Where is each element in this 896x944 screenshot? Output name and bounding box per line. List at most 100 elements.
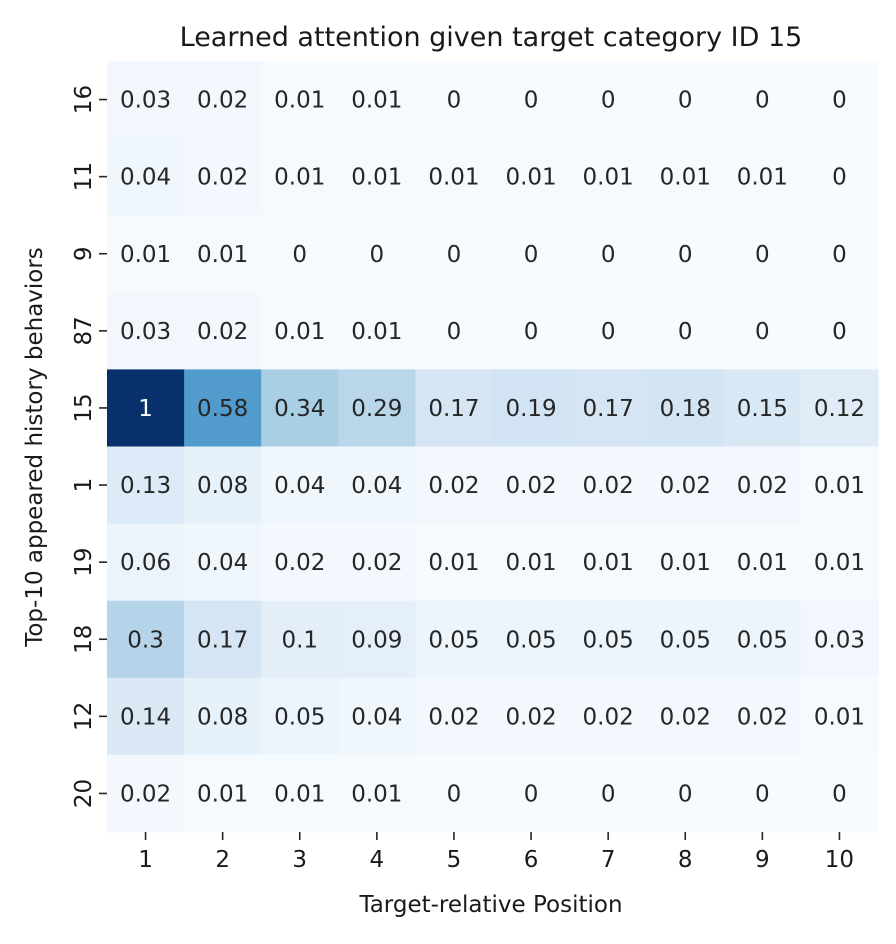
heatmap-cell-r5-c1 — [184, 446, 262, 525]
y-tick-label-9: 9 — [71, 246, 97, 261]
cell-value-label-r0-c8: 0 — [755, 88, 770, 114]
cell-value-label-r6-c8: 0.01 — [737, 550, 788, 576]
cell-value-label-r9-c1: 0.01 — [197, 781, 248, 807]
heatmap-cell-r1-c4 — [415, 138, 494, 216]
cell-value-label-r9-c4: 0 — [447, 781, 462, 807]
cell-value-label-r0-c5: 0 — [524, 88, 539, 114]
heatmap-cell-r2-c7 — [646, 215, 725, 293]
heatmap-cell-r3-c6 — [569, 292, 648, 370]
heatmap-cell-r9-c6 — [569, 754, 648, 833]
heatmap-cell-r7-c3 — [338, 600, 416, 679]
cell-value-label-r7-c6: 0.05 — [583, 627, 634, 653]
cell-value-label-r5-c9: 0.01 — [814, 473, 865, 499]
heatmap-cell-r5-c8 — [723, 446, 802, 525]
x-tick-label-10: 10 — [825, 847, 854, 873]
cell-value-label-r1-c6: 0.01 — [583, 165, 634, 191]
cell-value-label-r6-c0: 0.06 — [120, 550, 171, 576]
heatmap-cell-r9-c7 — [646, 754, 725, 833]
cell-value-label-r1-c5: 0.01 — [505, 165, 556, 191]
cell-value-label-r8-c5: 0.02 — [505, 704, 556, 730]
heatmap-cell-r0-c9 — [800, 61, 879, 139]
heatmap-cell-r5-c3 — [338, 446, 416, 525]
y-tick-label-19: 19 — [71, 548, 97, 577]
heatmap-cell-r8-c6 — [569, 677, 648, 756]
heatmap-cell-r1-c9 — [800, 138, 879, 216]
x-tick-label-8: 8 — [678, 847, 693, 873]
cell-value-label-r9-c3: 0.01 — [351, 781, 402, 807]
cell-value-label-r4-c2: 0.34 — [274, 396, 325, 422]
heatmap-cell-r1-c8 — [723, 138, 802, 216]
heatmap-cell-r1-c1 — [184, 138, 262, 216]
cell-value-label-r6-c4: 0.01 — [428, 550, 479, 576]
cell-value-label-r0-c2: 0.01 — [274, 88, 325, 114]
cell-value-label-r7-c5: 0.05 — [505, 627, 556, 653]
heatmap-cell-r9-c8 — [723, 754, 802, 833]
cell-value-label-r8-c7: 0.02 — [660, 704, 711, 730]
heatmap-cell-r4-c5 — [492, 369, 571, 448]
cell-value-label-r7-c9: 0.03 — [814, 627, 865, 653]
heatmap-cell-r3-c9 — [800, 292, 879, 370]
cell-value-label-r1-c0: 0.04 — [120, 165, 171, 191]
heatmap-cell-r8-c0 — [107, 677, 185, 756]
cell-value-label-r4-c6: 0.17 — [583, 396, 634, 422]
heatmap-cell-r4-c8 — [723, 369, 802, 448]
cell-value-label-r1-c9: 0 — [832, 165, 847, 191]
heatmap-cell-r9-c0 — [107, 754, 185, 833]
cell-value-label-r5-c5: 0.02 — [505, 473, 556, 499]
heatmap-cell-r0-c0 — [107, 61, 185, 139]
heatmap-cell-r6-c3 — [338, 523, 416, 602]
heatmap-cell-r2-c1 — [184, 215, 262, 293]
cell-value-label-r9-c5: 0 — [524, 781, 539, 807]
heatmap-cell-r3-c5 — [492, 292, 571, 370]
cell-value-label-r3-c8: 0 — [755, 319, 770, 345]
cell-value-label-r2-c3: 0 — [370, 242, 385, 268]
heatmap-cells: 0.03 0.02 0.01 0.01 0 0 0 0 0 0 0.04 0.02 0.01 0.01 0.… — [107, 61, 879, 833]
heatmap-cell-r3-c8 — [723, 292, 802, 370]
heatmap-cell-r2-c3 — [338, 215, 416, 293]
cell-value-label-r2-c6: 0 — [601, 242, 616, 268]
heatmap-cell-r4-c9 — [800, 369, 879, 448]
heatmap-cell-r1-c2 — [261, 138, 339, 216]
heatmap-cell-r1-c0 — [107, 138, 185, 216]
heatmap-cell-r6-c4 — [415, 523, 494, 602]
heatmap-cell-r5-c7 — [646, 446, 725, 525]
heatmap-cell-r0-c8 — [723, 61, 802, 139]
x-tick-label-5: 5 — [447, 847, 462, 873]
cell-value-label-r4-c1: 0.58 — [197, 396, 248, 422]
cell-value-label-r5-c1: 0.08 — [197, 473, 248, 499]
heatmap-cell-r2-c5 — [492, 215, 571, 293]
cell-value-label-r8-c8: 0.02 — [737, 704, 788, 730]
cell-value-label-r1-c4: 0.01 — [428, 165, 479, 191]
cell-value-label-r9-c2: 0.01 — [274, 781, 325, 807]
cell-value-label-r8-c2: 0.05 — [274, 704, 325, 730]
cell-value-label-r8-c0: 0.14 — [120, 704, 171, 730]
heatmap-cell-r8-c2 — [261, 677, 339, 756]
cell-value-label-r6-c7: 0.01 — [660, 550, 711, 576]
cell-value-label-r1-c3: 0.01 — [351, 165, 402, 191]
cell-value-label-r3-c4: 0 — [447, 319, 462, 345]
y-tick-label-16: 16 — [71, 85, 97, 114]
heatmap-cell-r2-c2 — [261, 215, 339, 293]
cell-value-label-r8-c4: 0.02 — [428, 704, 479, 730]
heatmap-cell-r3-c3 — [338, 292, 416, 370]
heatmap-cell-r6-c7 — [646, 523, 725, 602]
cell-value-label-r0-c6: 0 — [601, 88, 616, 114]
heatmap-cell-r7-c2 — [261, 600, 339, 679]
cell-value-label-r7-c4: 0.05 — [428, 627, 479, 653]
cell-value-label-r4-c9: 0.12 — [814, 396, 865, 422]
cell-value-label-r6-c9: 0.01 — [814, 550, 865, 576]
heatmap-cell-r0-c6 — [569, 61, 648, 139]
heatmap-cell-r5-c5 — [492, 446, 571, 525]
heatmap-cell-r4-c4 — [415, 369, 494, 448]
heatmap-cell-r4-c0 — [107, 369, 185, 448]
heatmap-cell-r8-c3 — [338, 677, 416, 756]
heatmap-cell-r4-c1 — [184, 369, 262, 448]
cell-value-label-r5-c3: 0.04 — [351, 473, 402, 499]
cell-value-label-r2-c7: 0 — [678, 242, 693, 268]
heatmap-cell-r9-c2 — [261, 754, 339, 833]
heatmap-cell-r8-c9 — [800, 677, 879, 756]
heatmap-cell-r2-c4 — [415, 215, 494, 293]
y-tick-label-87: 87 — [71, 316, 97, 345]
heatmap-cell-r7-c0 — [107, 600, 185, 679]
